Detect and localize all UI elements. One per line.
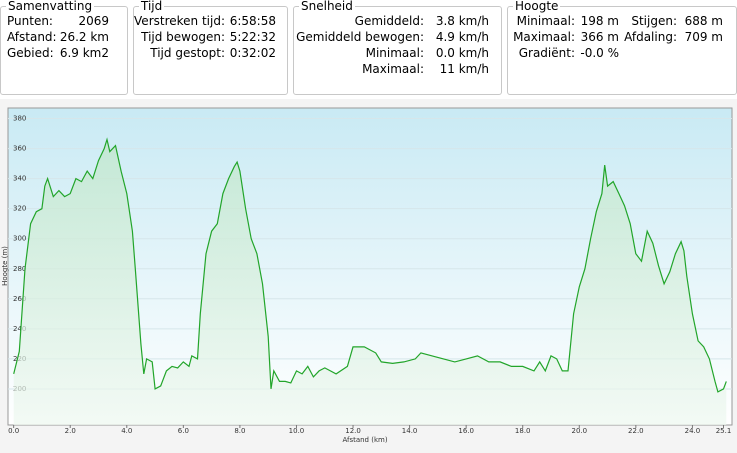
x-tick-label: 6.0 [178,427,189,435]
stat-value: -0.0 % [580,46,619,60]
y-tick-label: 280 [13,265,26,273]
stat-value: 3.8 km/h [435,14,489,28]
y-axis-label: Hoogte (m) [1,246,9,286]
stat-value: 198 m [580,14,619,28]
x-tick-label: 22.0 [628,427,644,435]
x-axis-label: Afstand (km) [342,436,387,444]
x-tick-label: 20.0 [571,427,587,435]
stat-value: 11 km/h [439,62,489,76]
y-tick-label: 340 [13,175,26,183]
stat-panel: Hoogte Minimaal: 198 m Stijgen: 688 m Maximaa… [507,0,737,95]
x-tick-label: 0.0 [8,427,19,435]
elevation-line [13,137,727,393]
stat-value: 5:22:32 [229,30,276,44]
stat-label: Gemiddeld: [354,14,424,28]
x-tick-label: 24.0 [685,427,701,435]
panel-title: Samenvatting [6,0,95,13]
x-tick-label: 10.0 [289,427,305,435]
stat-label: Maximaal: [513,30,575,44]
panel-title: Tijd [139,0,165,13]
stat-label: Afstand: [7,30,57,44]
stat-value: 2069 [78,14,109,28]
stat-value: 709 m [684,30,723,44]
stat-value: 6.9 km2 [59,46,109,60]
y-tick-label: 380 [13,115,26,123]
stat-panel: Snelheid Gemiddeld: 3.8 km/h Gemiddeld bewo… [293,0,502,95]
stat-label: Tijd bewogen: [141,30,225,44]
y-tick-label: 240 [13,325,26,333]
stat-label: Maximaal: [362,62,424,76]
stat-label: Minimaal: [365,46,424,60]
stat-value: 0:32:02 [229,46,276,60]
y-tick-label: 260 [13,295,26,303]
stat-label: Minimaal: [516,14,575,28]
x-tick-label: 14.0 [402,427,418,435]
x-tick-label: 25.1 [716,427,732,435]
x-tick-label: 8.0 [234,427,245,435]
y-tick-label: 360 [13,145,26,153]
stat-label: Gradiënt: [518,46,575,60]
stat-label: Stijgen: [631,14,677,28]
stat-label: Gebied: [7,46,54,60]
stat-panel: Samenvatting Punten: 2069 Afstand: 26.2 km Ge… [0,0,128,95]
stat-panel: Tijd Verstreken tijd: 6:58:58 Tijd bewogen:… [133,0,288,95]
y-tick-label: 300 [13,235,26,243]
area-fill [13,139,727,425]
x-tick-label: 16.0 [458,427,474,435]
stat-value: 26.2 km [59,30,109,44]
stat-label: Gemiddeld bewogen: [296,30,424,44]
stat-label: Punten: [7,14,53,28]
stat-value: 4.9 km/h [435,30,489,44]
stat-value: 688 m [684,14,723,28]
stat-label: Tijd gestopt: [150,46,225,60]
stat-label: Afdaling: [624,30,677,44]
y-tick-label: 320 [13,205,26,213]
panel-title: Hoogte [513,0,561,13]
stat-value: 6:58:58 [229,14,276,28]
x-tick-label: 12.0 [345,427,361,435]
x-tick-label: 2.0 [65,427,76,435]
stat-value: 0.0 km/h [435,46,489,60]
panel-title: Snelheid [299,0,355,13]
x-tick-label: 4.0 [121,427,132,435]
x-tick-label: 18.0 [515,427,531,435]
stat-label: Verstreken tijd: [134,14,225,28]
stat-value: 366 m [580,30,619,44]
